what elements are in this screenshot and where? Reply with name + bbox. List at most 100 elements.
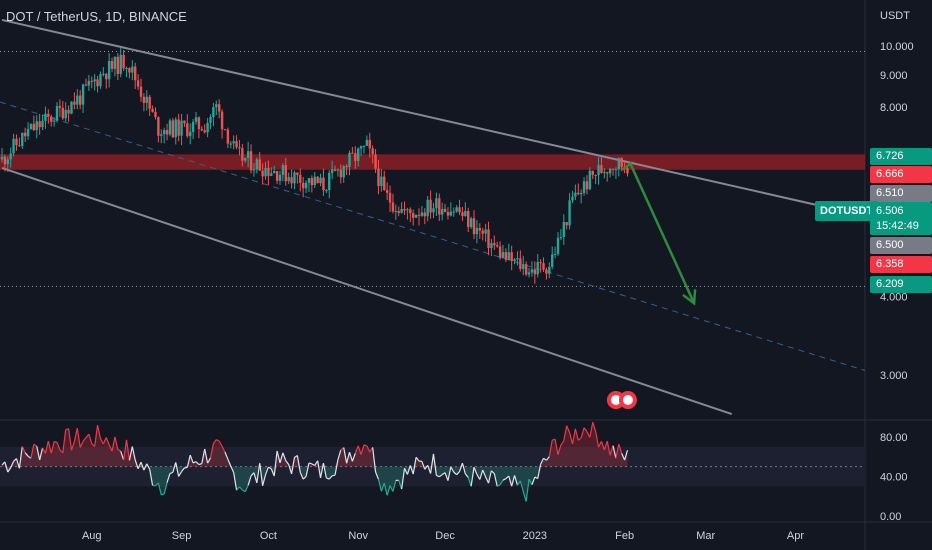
rsi-line-segment <box>499 479 504 486</box>
candle-body <box>608 168 612 174</box>
candle-body <box>174 119 177 138</box>
current-symbol-tag: DOTUSDT <box>815 201 879 221</box>
rsi-line-segment <box>438 474 443 478</box>
candle-body <box>464 210 467 217</box>
candle-body <box>307 178 311 183</box>
candle-body <box>157 117 160 136</box>
candle-body <box>249 151 253 171</box>
time-label-2: Oct <box>260 530 277 542</box>
candle-body <box>571 196 574 201</box>
candle-body <box>134 66 137 81</box>
rsi-line-segment <box>73 427 78 442</box>
candle-body <box>81 84 85 105</box>
candle-body <box>38 121 41 128</box>
candle-body <box>354 153 357 161</box>
candle-body <box>469 218 473 228</box>
rsi-line-segment <box>476 474 481 480</box>
candle-body <box>417 214 421 216</box>
candle-body <box>168 120 172 135</box>
rsi-line-segment <box>137 461 142 470</box>
candle-body <box>41 120 44 128</box>
candle-body <box>455 207 458 212</box>
rsi-line-segment <box>268 466 272 470</box>
candle-body <box>177 119 180 136</box>
rsi-line-segment <box>216 439 220 442</box>
rsi-line-segment <box>421 461 426 470</box>
candle-body <box>507 252 510 260</box>
candle-body <box>275 171 279 181</box>
candle-body <box>47 113 50 117</box>
candle-body <box>617 158 621 170</box>
candle-body <box>32 123 36 131</box>
rsi-line-segment <box>537 464 542 479</box>
candle-body <box>565 222 568 226</box>
candle-body <box>162 130 166 135</box>
candle-body <box>493 243 496 246</box>
candle-body <box>26 129 30 137</box>
candle-body <box>264 167 267 177</box>
rsi-line-segment <box>270 468 275 477</box>
candle-body <box>99 74 102 87</box>
candle-body <box>235 141 238 148</box>
candle-body <box>255 159 259 170</box>
current-price: 6.506 <box>876 205 904 217</box>
rsi-line-segment <box>299 472 304 480</box>
candle-body <box>603 172 606 174</box>
rsi-line-segment <box>288 464 293 475</box>
candle-body <box>310 178 314 186</box>
candle-body <box>368 139 371 149</box>
candle-body <box>232 141 235 144</box>
candle-body <box>385 190 389 193</box>
candle-body <box>125 67 128 69</box>
candle-body <box>52 120 56 122</box>
rsi-line-segment <box>348 451 353 462</box>
candle-body <box>487 229 490 248</box>
candle-body <box>423 212 426 217</box>
candle-body <box>226 129 230 144</box>
rsi-line-segment <box>163 482 168 495</box>
rsi-line-segment <box>508 475 513 487</box>
rsi-line-segment <box>186 454 191 468</box>
candle-body <box>579 193 583 195</box>
rsi-line-segment <box>62 429 67 453</box>
rsi-line-segment <box>615 443 620 459</box>
candle-body <box>412 213 415 218</box>
rsi-line-segment <box>236 486 240 491</box>
candle-body <box>148 96 151 109</box>
rsi-line-segment <box>436 474 440 478</box>
candle-body <box>388 192 392 203</box>
candle-body <box>44 113 47 121</box>
rsi-line-segment <box>458 462 464 472</box>
rsi-line-segment <box>464 473 469 478</box>
rsi-line-segment <box>389 485 394 492</box>
candle-body <box>281 165 285 175</box>
rsi-line-segment <box>221 445 226 453</box>
candle-body <box>522 264 525 269</box>
rsi-line-segment <box>239 486 243 491</box>
candle-body <box>574 192 577 197</box>
candle-body <box>440 208 444 215</box>
rsi-line-segment <box>360 444 365 455</box>
candle-body <box>397 211 400 213</box>
rsi-line-segment <box>161 493 165 496</box>
rsi-line-segment <box>30 444 35 459</box>
rsi-line-segment <box>332 474 336 477</box>
candle-body <box>171 120 175 138</box>
rsi-line-segment <box>250 472 255 477</box>
rsi-line-segment <box>528 478 533 486</box>
rsi-line-segment <box>198 463 202 466</box>
rsi-line-segment <box>357 445 362 455</box>
rsi-line-segment <box>386 485 391 496</box>
rsi-line-segment <box>134 459 139 469</box>
rsi-line-segment <box>398 480 403 490</box>
candle-body <box>301 182 305 189</box>
candle-body <box>217 104 221 112</box>
current-price-box: 6.506 15:42:49 <box>870 202 932 235</box>
rsi-line-segment <box>612 445 617 459</box>
price-label-6209: 6.209 <box>870 276 932 293</box>
candle-body <box>597 165 600 176</box>
candle-body <box>304 182 308 189</box>
candle-body <box>484 229 487 234</box>
